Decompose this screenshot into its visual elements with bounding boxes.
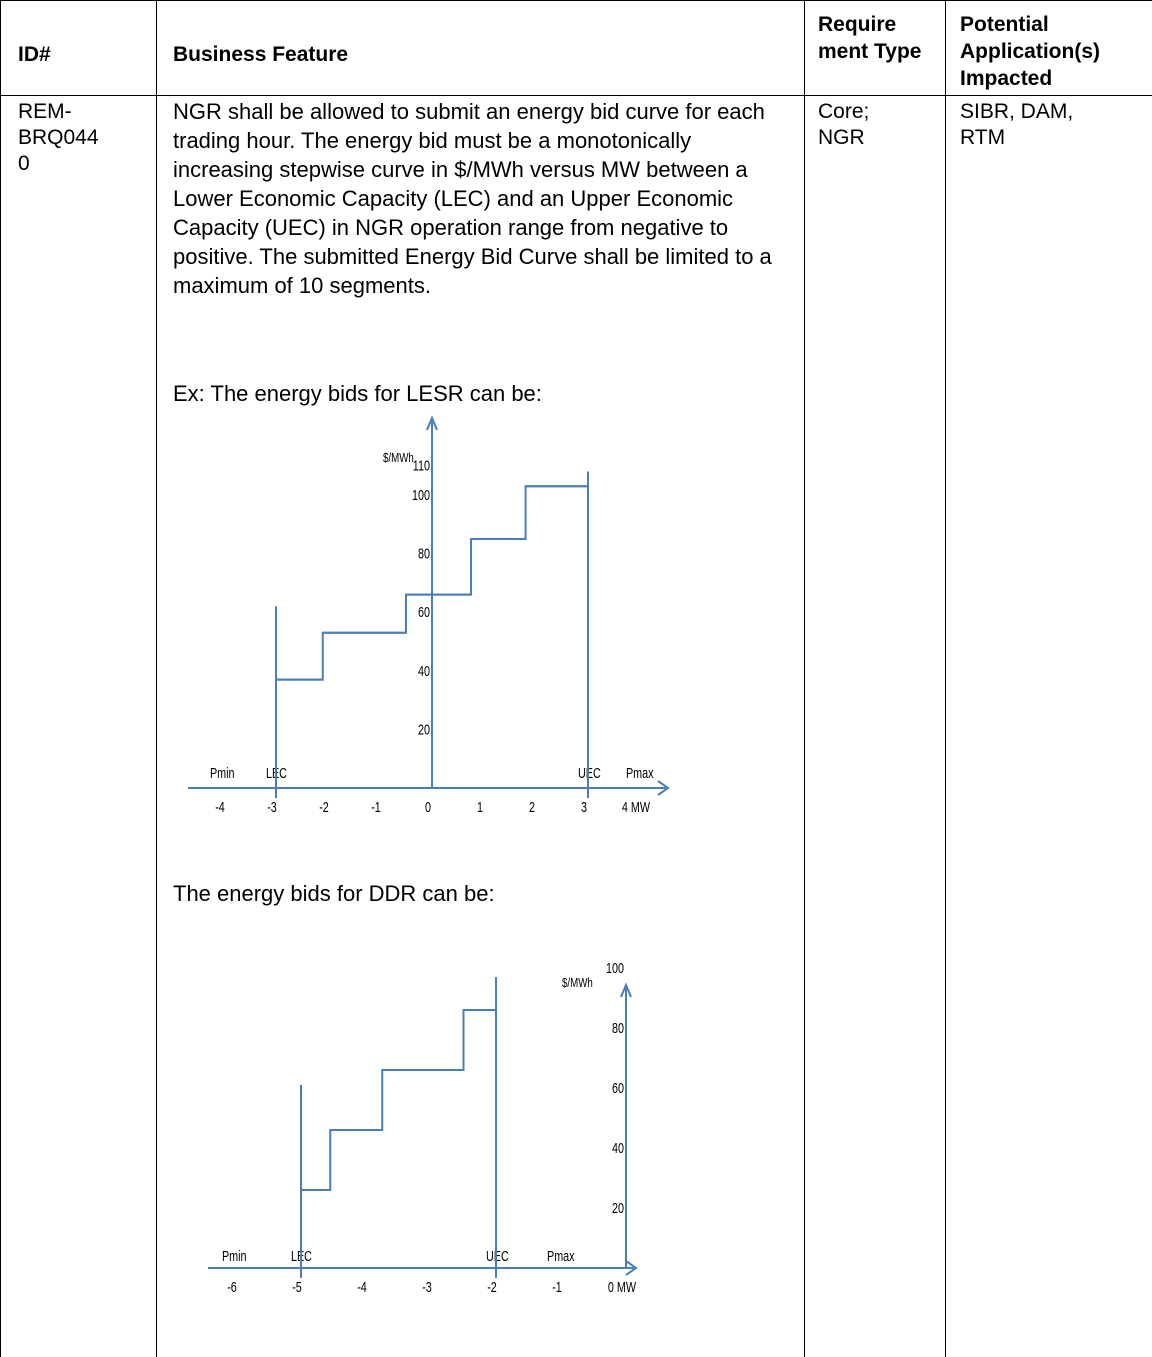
ddr-x-tick-label: -1 xyxy=(552,1278,562,1295)
applications-line: RTM xyxy=(960,126,1006,149)
lesr-x-tick-label: 2 xyxy=(529,798,535,815)
ddr-marker-label-pmin: Pmin xyxy=(222,1247,247,1264)
ddr-bid-step-curve xyxy=(301,1009,496,1191)
ddr-x-tick-label: -6 xyxy=(227,1278,237,1295)
ddr-y-axis-arrow xyxy=(620,982,632,998)
lesr-y-tick-label: 40 xyxy=(418,662,430,679)
lesr-x-tick-label: 4 MW xyxy=(622,798,651,815)
column-divider-1 xyxy=(156,0,157,1357)
ddr-y-tick-label: 20 xyxy=(612,1199,624,1216)
lesr-x-axis-arrow xyxy=(657,780,670,796)
applications-line: SIBR, DAM, xyxy=(960,100,1074,123)
header-bottom-border xyxy=(0,95,1152,96)
ddr-x-tick-label: -3 xyxy=(422,1278,432,1295)
ddr-y-axis-label: $/MWh xyxy=(562,977,593,991)
lesr-x-tick-label: 3 xyxy=(581,798,587,815)
header-applications: Potential Application(s) Impacted xyxy=(960,13,1100,90)
header-business-feature: Business Feature xyxy=(173,43,349,66)
lesr-x-tick-label: -1 xyxy=(371,798,381,815)
requirement-type-line: Core; xyxy=(818,100,870,123)
requirement-description: NGR shall be allowed to submit an energy… xyxy=(173,99,772,298)
lesr-y-tick-label: 80 xyxy=(418,545,430,562)
row-id: REM- BRQ044 0 xyxy=(18,99,99,177)
ddr-x-axis-arrow xyxy=(625,1260,638,1276)
row-id-line: BRQ044 xyxy=(18,126,99,149)
ddr-y-tick-label: 100 xyxy=(606,959,624,976)
lesr-marker-label-pmin: Pmin xyxy=(210,764,235,781)
ddr-marker-label-uec: UEC xyxy=(486,1247,509,1264)
lesr-y-tick-label: 100 xyxy=(412,486,430,503)
row-id-line: REM- xyxy=(18,100,72,123)
lesr-y-tick-label: 60 xyxy=(418,603,430,620)
lesr-y-tick-label: 110 xyxy=(413,457,430,474)
ddr-y-tick-label: 60 xyxy=(612,1079,624,1096)
lesr-x-tick-label: -3 xyxy=(267,798,277,815)
lesr-marker-label-uec: UEC xyxy=(578,764,601,781)
lesr-x-tick-label: -4 xyxy=(215,798,225,815)
ddr-x-tick-label: -2 xyxy=(487,1278,497,1295)
lesr-y-axis-label: $/MWh xyxy=(383,452,414,466)
ddr-y-tick-label: 40 xyxy=(612,1139,624,1156)
lesr-y-axis-arrow xyxy=(426,415,438,431)
table-top-border xyxy=(0,0,1152,1)
requirement-type: Core; NGR xyxy=(818,99,869,151)
ddr-marker-label-pmax: Pmax xyxy=(547,1247,575,1264)
ddr-x-tick-label: -5 xyxy=(292,1278,302,1295)
lesr-x-tick-label: 1 xyxy=(477,798,483,815)
row-id-line: 0 xyxy=(18,152,30,175)
lesr-x-tick-label: 0 xyxy=(425,798,431,815)
ddr-x-tick-label: 0 MW xyxy=(608,1278,637,1295)
applications-impacted: SIBR, DAM, RTM xyxy=(960,99,1073,151)
column-divider-2 xyxy=(804,0,805,1357)
header-id: ID# xyxy=(18,43,51,66)
lesr-marker-label-pmax: Pmax xyxy=(626,764,654,781)
lesr-example-label: Ex: The energy bids for LESR can be: xyxy=(173,381,542,406)
table-left-border xyxy=(0,0,1,1357)
requirement-type-line: NGR xyxy=(818,126,865,149)
lesr-x-tick-label: -2 xyxy=(319,798,329,815)
ddr-example-label: The energy bids for DDR can be: xyxy=(173,881,495,906)
column-divider-3 xyxy=(945,0,946,1357)
ddr-x-tick-label: -4 xyxy=(357,1278,367,1295)
header-requirement-type: Require ment Type xyxy=(818,13,922,63)
ddr-y-tick-label: 80 xyxy=(612,1019,624,1036)
lesr-y-tick-label: 20 xyxy=(418,721,430,738)
